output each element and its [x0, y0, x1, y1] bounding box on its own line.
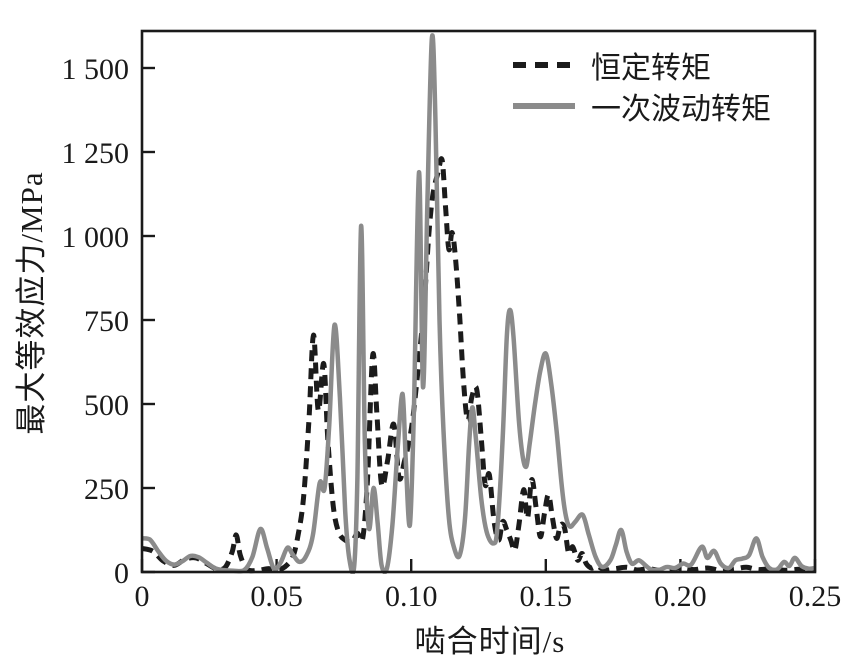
y-tick-label: 750 [84, 305, 129, 338]
x-tick-label: 0.10 [385, 580, 438, 613]
y-tick-label: 1 000 [62, 221, 130, 254]
x-tick-label: 0.20 [654, 580, 707, 613]
x-axis-ticks: 0 0.05 0.10 0.15 0.20 0.25 [135, 559, 842, 613]
y-tick-label: 1 500 [62, 53, 130, 86]
y-axis-ticks: 0 250 500 750 1 000 1 250 1 500 [62, 53, 155, 590]
y-axis-title: 最大等效应力/MPa [14, 171, 49, 435]
y-tick-label: 0 [114, 557, 129, 590]
legend-item-fluctuating-torque: 一次波动转矩 [512, 85, 771, 126]
x-tick-label: 0 [135, 580, 150, 613]
series-line-1 [141, 33, 816, 574]
y-tick-label: 250 [84, 473, 129, 506]
dashed-line-sample [513, 61, 575, 68]
x-axis-title: 啮合时间/s [414, 624, 566, 659]
y-tick-label: 500 [84, 389, 129, 422]
legend-item-constant-torque: 恒定转矩 [512, 44, 771, 85]
series-line-0 [141, 156, 816, 574]
legend-label-constant-torque: 恒定转矩 [591, 51, 711, 85]
x-tick-label: 0.25 [789, 580, 842, 613]
plot-frame [140, 29, 817, 574]
y-tick-label: 1 250 [62, 137, 130, 170]
legend-label-fluctuating-torque: 一次波动转矩 [591, 92, 771, 126]
series-lines [141, 33, 816, 574]
x-tick-label: 0.05 [250, 580, 303, 613]
solid-line-sample [513, 102, 575, 109]
x-tick-label: 0.15 [520, 580, 573, 613]
legend: 恒定转矩 一次波动转矩 [512, 44, 771, 126]
